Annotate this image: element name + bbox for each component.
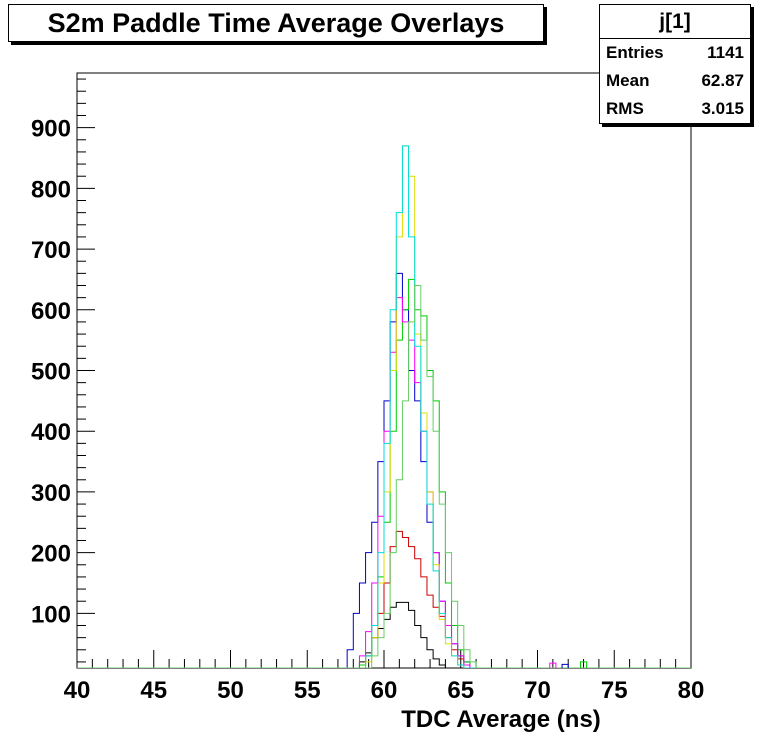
chart-title-text: S2m Paddle Time Average Overlays xyxy=(47,7,505,38)
x-axis-label: TDC Average (ns) xyxy=(401,706,601,733)
y-tick-label: 500 xyxy=(31,359,71,386)
x-tick-label: 45 xyxy=(140,677,167,704)
y-tick-label: 700 xyxy=(31,237,71,264)
chart-title: S2m Paddle Time Average Overlays xyxy=(8,4,544,42)
x-tick-label: 70 xyxy=(524,677,551,704)
histogram-outlier-bin xyxy=(561,663,569,668)
x-tick-label: 60 xyxy=(371,677,398,704)
x-tick-label: 75 xyxy=(601,677,628,704)
x-tick-label: 80 xyxy=(678,677,705,704)
stats-row-rms: RMS 3.015 xyxy=(600,95,750,123)
histogram-series-0 xyxy=(77,601,691,668)
stats-label-mean: Mean xyxy=(606,71,650,90)
x-tick-label: 55 xyxy=(294,677,321,704)
stats-label-entries: Entries xyxy=(606,43,664,62)
y-tick-label: 300 xyxy=(31,480,71,507)
x-tick-label: 50 xyxy=(217,677,244,704)
stats-value-rms: 3.015 xyxy=(701,99,744,118)
y-tick-label: 200 xyxy=(31,541,71,568)
y-tick-label: 900 xyxy=(31,116,71,143)
stats-box-name: j[1] xyxy=(600,5,750,39)
y-tick-label: 800 xyxy=(31,176,71,203)
histogram-outlier-bin xyxy=(579,661,588,668)
x-tick-label: 40 xyxy=(64,677,91,704)
y-tick-label: 100 xyxy=(31,601,71,628)
x-tick-label: 65 xyxy=(447,677,474,704)
histogram-series-7 xyxy=(77,285,691,668)
histogram-outlier-bin xyxy=(549,662,557,668)
stats-value-mean: 62.87 xyxy=(701,71,744,90)
stats-row-mean: Mean 62.87 xyxy=(600,67,750,95)
histogram-series-6 xyxy=(77,145,691,668)
stats-label-rms: RMS xyxy=(606,99,644,118)
stats-box: j[1] Entries 1141 Mean 62.87 RMS 3.015 xyxy=(599,4,751,124)
y-tick-label: 600 xyxy=(31,298,71,325)
y-tick-label: 400 xyxy=(31,419,71,446)
stats-value-entries: 1141 xyxy=(707,43,744,62)
stats-row-entries: Entries 1141 xyxy=(600,39,750,67)
